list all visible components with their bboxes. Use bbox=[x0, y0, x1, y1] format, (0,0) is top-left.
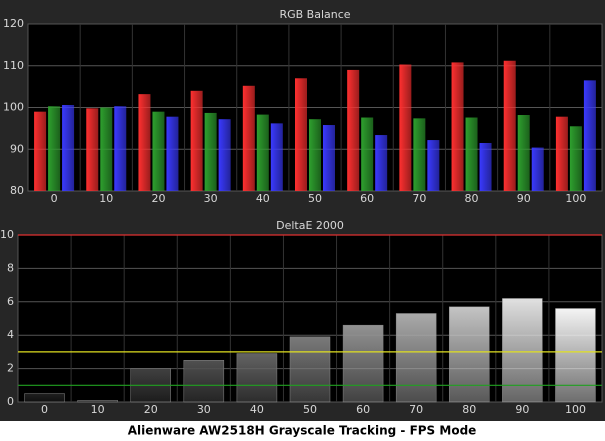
bar bbox=[114, 106, 127, 191]
y-tick-label: 8 bbox=[7, 261, 14, 274]
caption-background bbox=[0, 421, 605, 441]
bar bbox=[204, 112, 217, 191]
bar bbox=[503, 60, 516, 191]
bar bbox=[190, 90, 203, 191]
y-tick-label: 2 bbox=[7, 362, 14, 375]
bar bbox=[183, 360, 225, 403]
x-tick-label: 20 bbox=[151, 192, 165, 205]
bar bbox=[449, 306, 490, 403]
y-tick-label: 4 bbox=[7, 328, 14, 341]
x-tick-label: 30 bbox=[197, 403, 211, 416]
y-tick-label: 0 bbox=[7, 395, 14, 408]
caption: Alienware AW2518H Grayscale Tracking - F… bbox=[128, 424, 477, 438]
x-tick-label: 40 bbox=[250, 403, 264, 416]
bar bbox=[569, 126, 582, 191]
x-tick-label: 60 bbox=[356, 403, 370, 416]
bar bbox=[375, 135, 388, 191]
bar bbox=[342, 324, 384, 403]
x-tick-label: 80 bbox=[465, 192, 479, 205]
bar bbox=[555, 116, 568, 191]
bar bbox=[100, 107, 113, 191]
x-tick-label: 60 bbox=[360, 192, 374, 205]
bar bbox=[138, 94, 151, 191]
bar bbox=[502, 298, 543, 403]
bar bbox=[218, 119, 231, 191]
bar bbox=[295, 78, 307, 191]
bar bbox=[323, 125, 335, 191]
bar bbox=[86, 108, 99, 191]
bar bbox=[256, 114, 269, 191]
x-tick-label: 30 bbox=[204, 192, 218, 205]
bar bbox=[395, 313, 437, 403]
chart-title: RGB Balance bbox=[279, 8, 350, 21]
y-tick-label: 6 bbox=[7, 295, 14, 308]
bar bbox=[236, 353, 278, 403]
y-tick-label: 100 bbox=[3, 101, 24, 114]
bar bbox=[62, 104, 75, 191]
bar bbox=[451, 62, 464, 191]
x-tick-label: 10 bbox=[99, 192, 113, 205]
bar bbox=[34, 111, 47, 191]
bar bbox=[242, 85, 255, 191]
y-tick-label: 80 bbox=[10, 184, 24, 197]
x-tick-label: 70 bbox=[412, 192, 426, 205]
chart-title: DeltaE 2000 bbox=[276, 219, 344, 232]
bar bbox=[531, 147, 544, 191]
x-tick-label: 0 bbox=[41, 403, 48, 416]
bar bbox=[24, 393, 65, 403]
bar bbox=[583, 80, 596, 191]
x-tick-label: 20 bbox=[144, 403, 158, 416]
x-tick-label: 50 bbox=[308, 192, 322, 205]
x-tick-label: 100 bbox=[565, 403, 586, 416]
y-tick-label: 120 bbox=[3, 17, 24, 30]
x-tick-label: 100 bbox=[565, 192, 586, 205]
bar bbox=[479, 142, 492, 191]
bar bbox=[309, 119, 321, 191]
y-tick-label: 110 bbox=[3, 59, 24, 72]
x-tick-label: 10 bbox=[91, 403, 105, 416]
x-tick-label: 70 bbox=[409, 403, 423, 416]
bar bbox=[48, 106, 61, 191]
bar bbox=[555, 308, 596, 403]
bar bbox=[77, 400, 118, 403]
x-tick-label: 50 bbox=[303, 403, 317, 416]
y-tick-label: 90 bbox=[10, 142, 24, 155]
bar bbox=[166, 116, 179, 191]
bar bbox=[465, 117, 478, 191]
y-tick-label: 10 bbox=[0, 228, 14, 241]
bar bbox=[413, 118, 426, 191]
x-tick-label: 90 bbox=[517, 192, 531, 205]
bar bbox=[517, 115, 530, 191]
bar bbox=[399, 64, 412, 191]
bar bbox=[270, 123, 283, 191]
x-tick-label: 40 bbox=[256, 192, 270, 205]
x-tick-label: 90 bbox=[515, 403, 529, 416]
bar bbox=[289, 336, 331, 403]
bar bbox=[347, 69, 360, 191]
bar bbox=[361, 117, 374, 191]
bar bbox=[427, 140, 440, 191]
x-tick-label: 80 bbox=[462, 403, 476, 416]
bar bbox=[152, 111, 165, 191]
x-tick-label: 0 bbox=[51, 192, 58, 205]
